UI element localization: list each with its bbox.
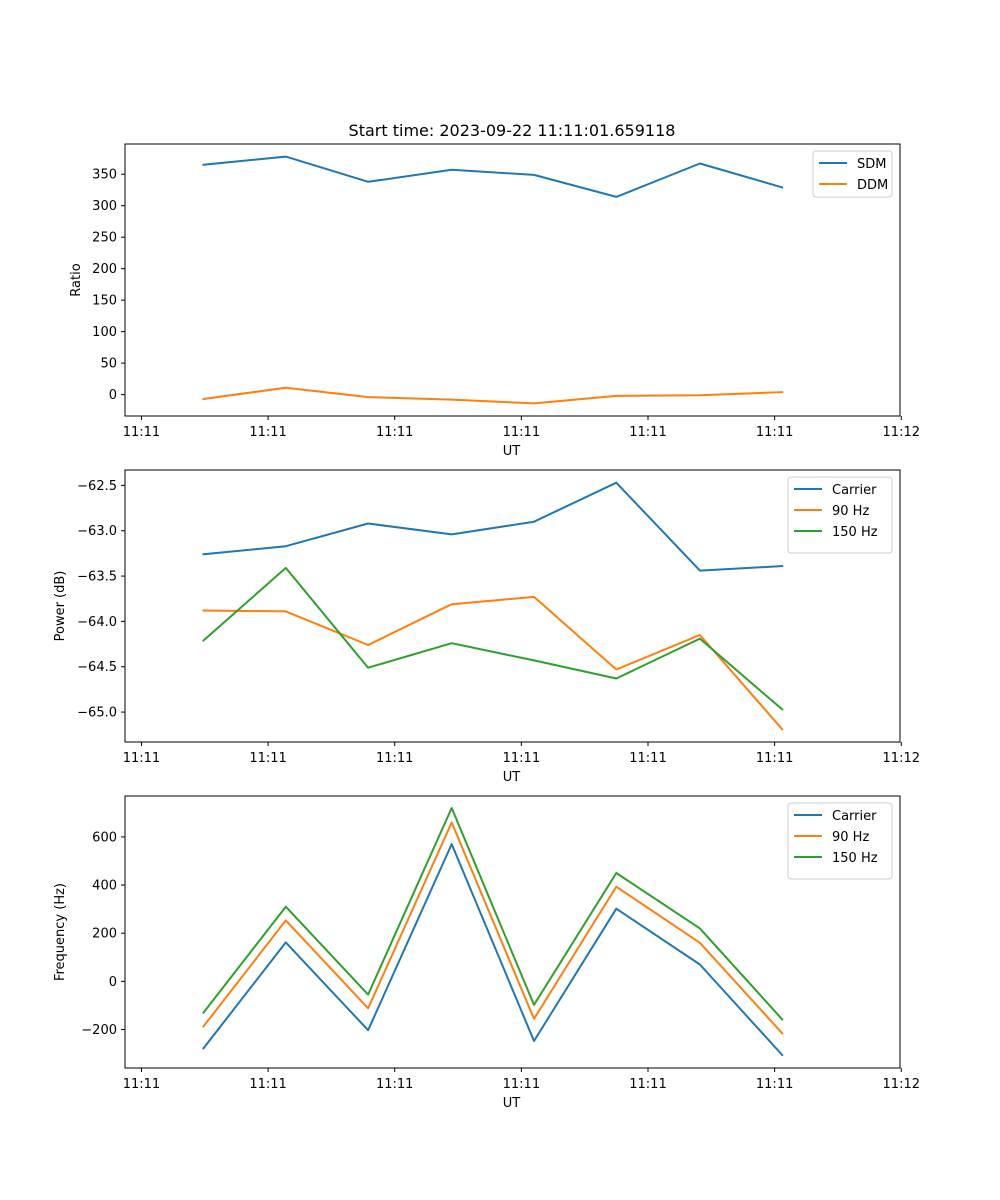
y-tick-label: 200 (92, 927, 117, 942)
legend-label: 90 Hz (832, 504, 869, 519)
x-tick-label: 11:12 (883, 1077, 920, 1092)
legend-label: 150 Hz (832, 525, 878, 540)
y-axis-label: Power (dB) (53, 571, 68, 642)
series-line-carrier (202, 843, 784, 1057)
legend-label: SDM (857, 157, 886, 172)
x-tick-label: 11:11 (376, 751, 413, 766)
chart-panel-1: 11:11 11:11 11:11 11:11 11:11 11:11 11:12 0 50 10… (69, 143, 920, 459)
x-tick-label: 11:11 (249, 1077, 286, 1092)
series-line-ddm (202, 386, 784, 405)
axes-frame (124, 795, 901, 1069)
x-tick-label: 11:11 (376, 1077, 413, 1092)
axes-frame (124, 469, 901, 743)
chart-panel-2: 11:11 11:11 11:11 11:11 11:11 11:11 11:12 −65.0… (53, 469, 920, 785)
y-tick-label: −64.0 (77, 615, 117, 630)
x-tick-label: 11:11 (249, 425, 286, 440)
x-tick-label: 11:11 (503, 751, 540, 766)
legend: SDM DDM (812, 150, 893, 198)
x-tick-label: 11:11 (123, 751, 160, 766)
series-line-90-hz (202, 821, 784, 1035)
series-line-sdm (202, 155, 784, 198)
y-tick-label: −62.5 (77, 479, 117, 494)
legend: Carrier 90 Hz 150 Hz (787, 802, 893, 880)
y-tick-label: 250 (92, 231, 117, 246)
series-line-90-hz (202, 595, 784, 731)
y-tick-label: 400 (92, 879, 117, 894)
x-tick-label: 11:11 (756, 425, 793, 440)
axes-container: 11:11 11:11 11:11 11:11 11:11 11:11 11:12 0 50 10… (53, 143, 920, 1111)
y-tick-label: 350 (92, 168, 117, 183)
legend-label: Carrier (832, 809, 877, 824)
legend-label: 90 Hz (832, 830, 869, 845)
y-axis-label: Ratio (69, 263, 84, 296)
legend-box (787, 476, 893, 554)
x-tick-label: 11:11 (629, 425, 666, 440)
y-tick-label: 100 (92, 325, 117, 340)
x-tick-label: 11:11 (503, 425, 540, 440)
x-tick-label: 11:12 (883, 425, 920, 440)
y-tick-label: −65.0 (77, 706, 117, 721)
x-tick-label: 11:11 (629, 751, 666, 766)
series-line-carrier (202, 481, 784, 572)
x-axis-label: UT (503, 770, 521, 785)
y-tick-label: 300 (92, 199, 117, 214)
x-tick-label: 11:11 (756, 1077, 793, 1092)
series-line-150-hz (202, 807, 784, 1021)
chart-panel-3: 11:11 11:11 11:11 11:11 11:11 11:11 11:12 −200 0… (53, 795, 920, 1111)
legend: Carrier 90 Hz 150 Hz (787, 476, 893, 554)
y-tick-label: 150 (92, 294, 117, 309)
y-tick-label: 0 (109, 975, 117, 990)
legend-label: 150 Hz (832, 851, 878, 866)
x-tick-label: 11:11 (756, 751, 793, 766)
y-tick-label: −63.0 (77, 524, 117, 539)
legend-label: DDM (857, 178, 888, 193)
y-tick-label: 600 (92, 830, 117, 845)
x-tick-label: 11:11 (123, 425, 160, 440)
y-tick-label: 0 (109, 388, 117, 403)
x-tick-label: 11:12 (883, 751, 920, 766)
x-axis-label: UT (503, 1096, 521, 1111)
y-tick-label: 200 (92, 262, 117, 277)
series-line-150-hz (202, 566, 784, 711)
y-tick-label: −64.5 (77, 660, 117, 675)
axes-frame (124, 143, 901, 417)
x-tick-label: 11:11 (503, 1077, 540, 1092)
legend-label: Carrier (832, 483, 877, 498)
figure-title: Start time: 2023-09-22 11:11:01.659118 (349, 121, 676, 140)
y-tick-label: 50 (100, 357, 117, 372)
y-tick-label: −63.5 (77, 570, 117, 585)
y-axis-label: Frequency (Hz) (53, 883, 68, 981)
x-tick-label: 11:11 (629, 1077, 666, 1092)
x-tick-label: 11:11 (249, 751, 286, 766)
legend-box (787, 802, 893, 880)
x-axis-label: UT (503, 444, 521, 459)
x-tick-label: 11:11 (376, 425, 413, 440)
x-tick-label: 11:11 (123, 1077, 160, 1092)
y-tick-label: −200 (81, 1023, 117, 1038)
